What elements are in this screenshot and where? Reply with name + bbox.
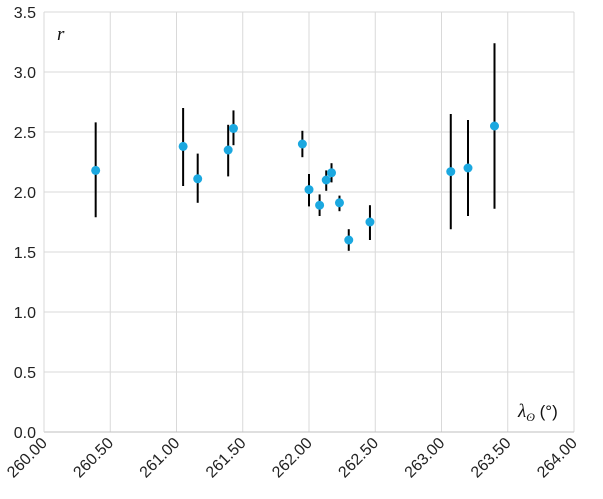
- data-point: [463, 163, 473, 173]
- data-point: [327, 168, 337, 178]
- x-tick-label: 263.50: [468, 435, 515, 482]
- y-tick-label: 1.5: [14, 245, 36, 262]
- data-point: [315, 200, 325, 210]
- data-point: [193, 174, 203, 184]
- data-point: [223, 145, 233, 155]
- y-axis-label: r: [57, 24, 65, 45]
- data-point: [297, 139, 307, 149]
- x-tick-label: 262.50: [335, 435, 382, 482]
- axes: [43, 12, 574, 433]
- data-point: [228, 123, 238, 133]
- y-tick-label: 2.5: [14, 125, 36, 142]
- error-bars: [94, 43, 496, 251]
- data-point: [304, 185, 314, 195]
- data-point: [334, 198, 344, 208]
- y-tick-label: 3.0: [14, 65, 36, 82]
- x-axis-label-subscript: ʘ: [526, 410, 535, 424]
- x-tick-labels: 260.00 260.50 261.00 261.50 262.00 262.50 263.…: [4, 435, 581, 482]
- data-point: [321, 175, 331, 185]
- y-tick-label: 3.5: [14, 5, 36, 22]
- data-point: [91, 165, 101, 175]
- data-point: [178, 141, 188, 151]
- y-tick-label: 2.0: [14, 185, 36, 202]
- y-tick-labels: 0.0 0.5 1.0 1.5 2.0 2.5 3.0 3.5: [14, 5, 36, 442]
- y-tick-label: 0.0: [14, 425, 36, 442]
- data-point: [490, 121, 499, 131]
- y-tick-label: 0.5: [14, 365, 36, 382]
- x-axis-label-symbol: λ: [517, 401, 526, 422]
- data-point: [344, 235, 354, 245]
- x-axis-label: λʘ (°): [517, 401, 558, 424]
- x-tick-label: 260.50: [70, 435, 117, 482]
- x-tick-label: 261.50: [203, 435, 250, 482]
- x-tick-label: 262.00: [269, 435, 316, 482]
- data-point: [446, 167, 456, 177]
- x-tick-label: 264.00: [534, 435, 581, 482]
- x-tick-label: 261.00: [137, 435, 184, 482]
- x-axis-label-unit: (°): [535, 402, 558, 421]
- y-tick-label: 1.0: [14, 305, 36, 322]
- data-point: [365, 217, 375, 227]
- data-points: [91, 121, 499, 245]
- grid-lines: [44, 11, 575, 432]
- x-tick-label: 263.00: [402, 435, 449, 482]
